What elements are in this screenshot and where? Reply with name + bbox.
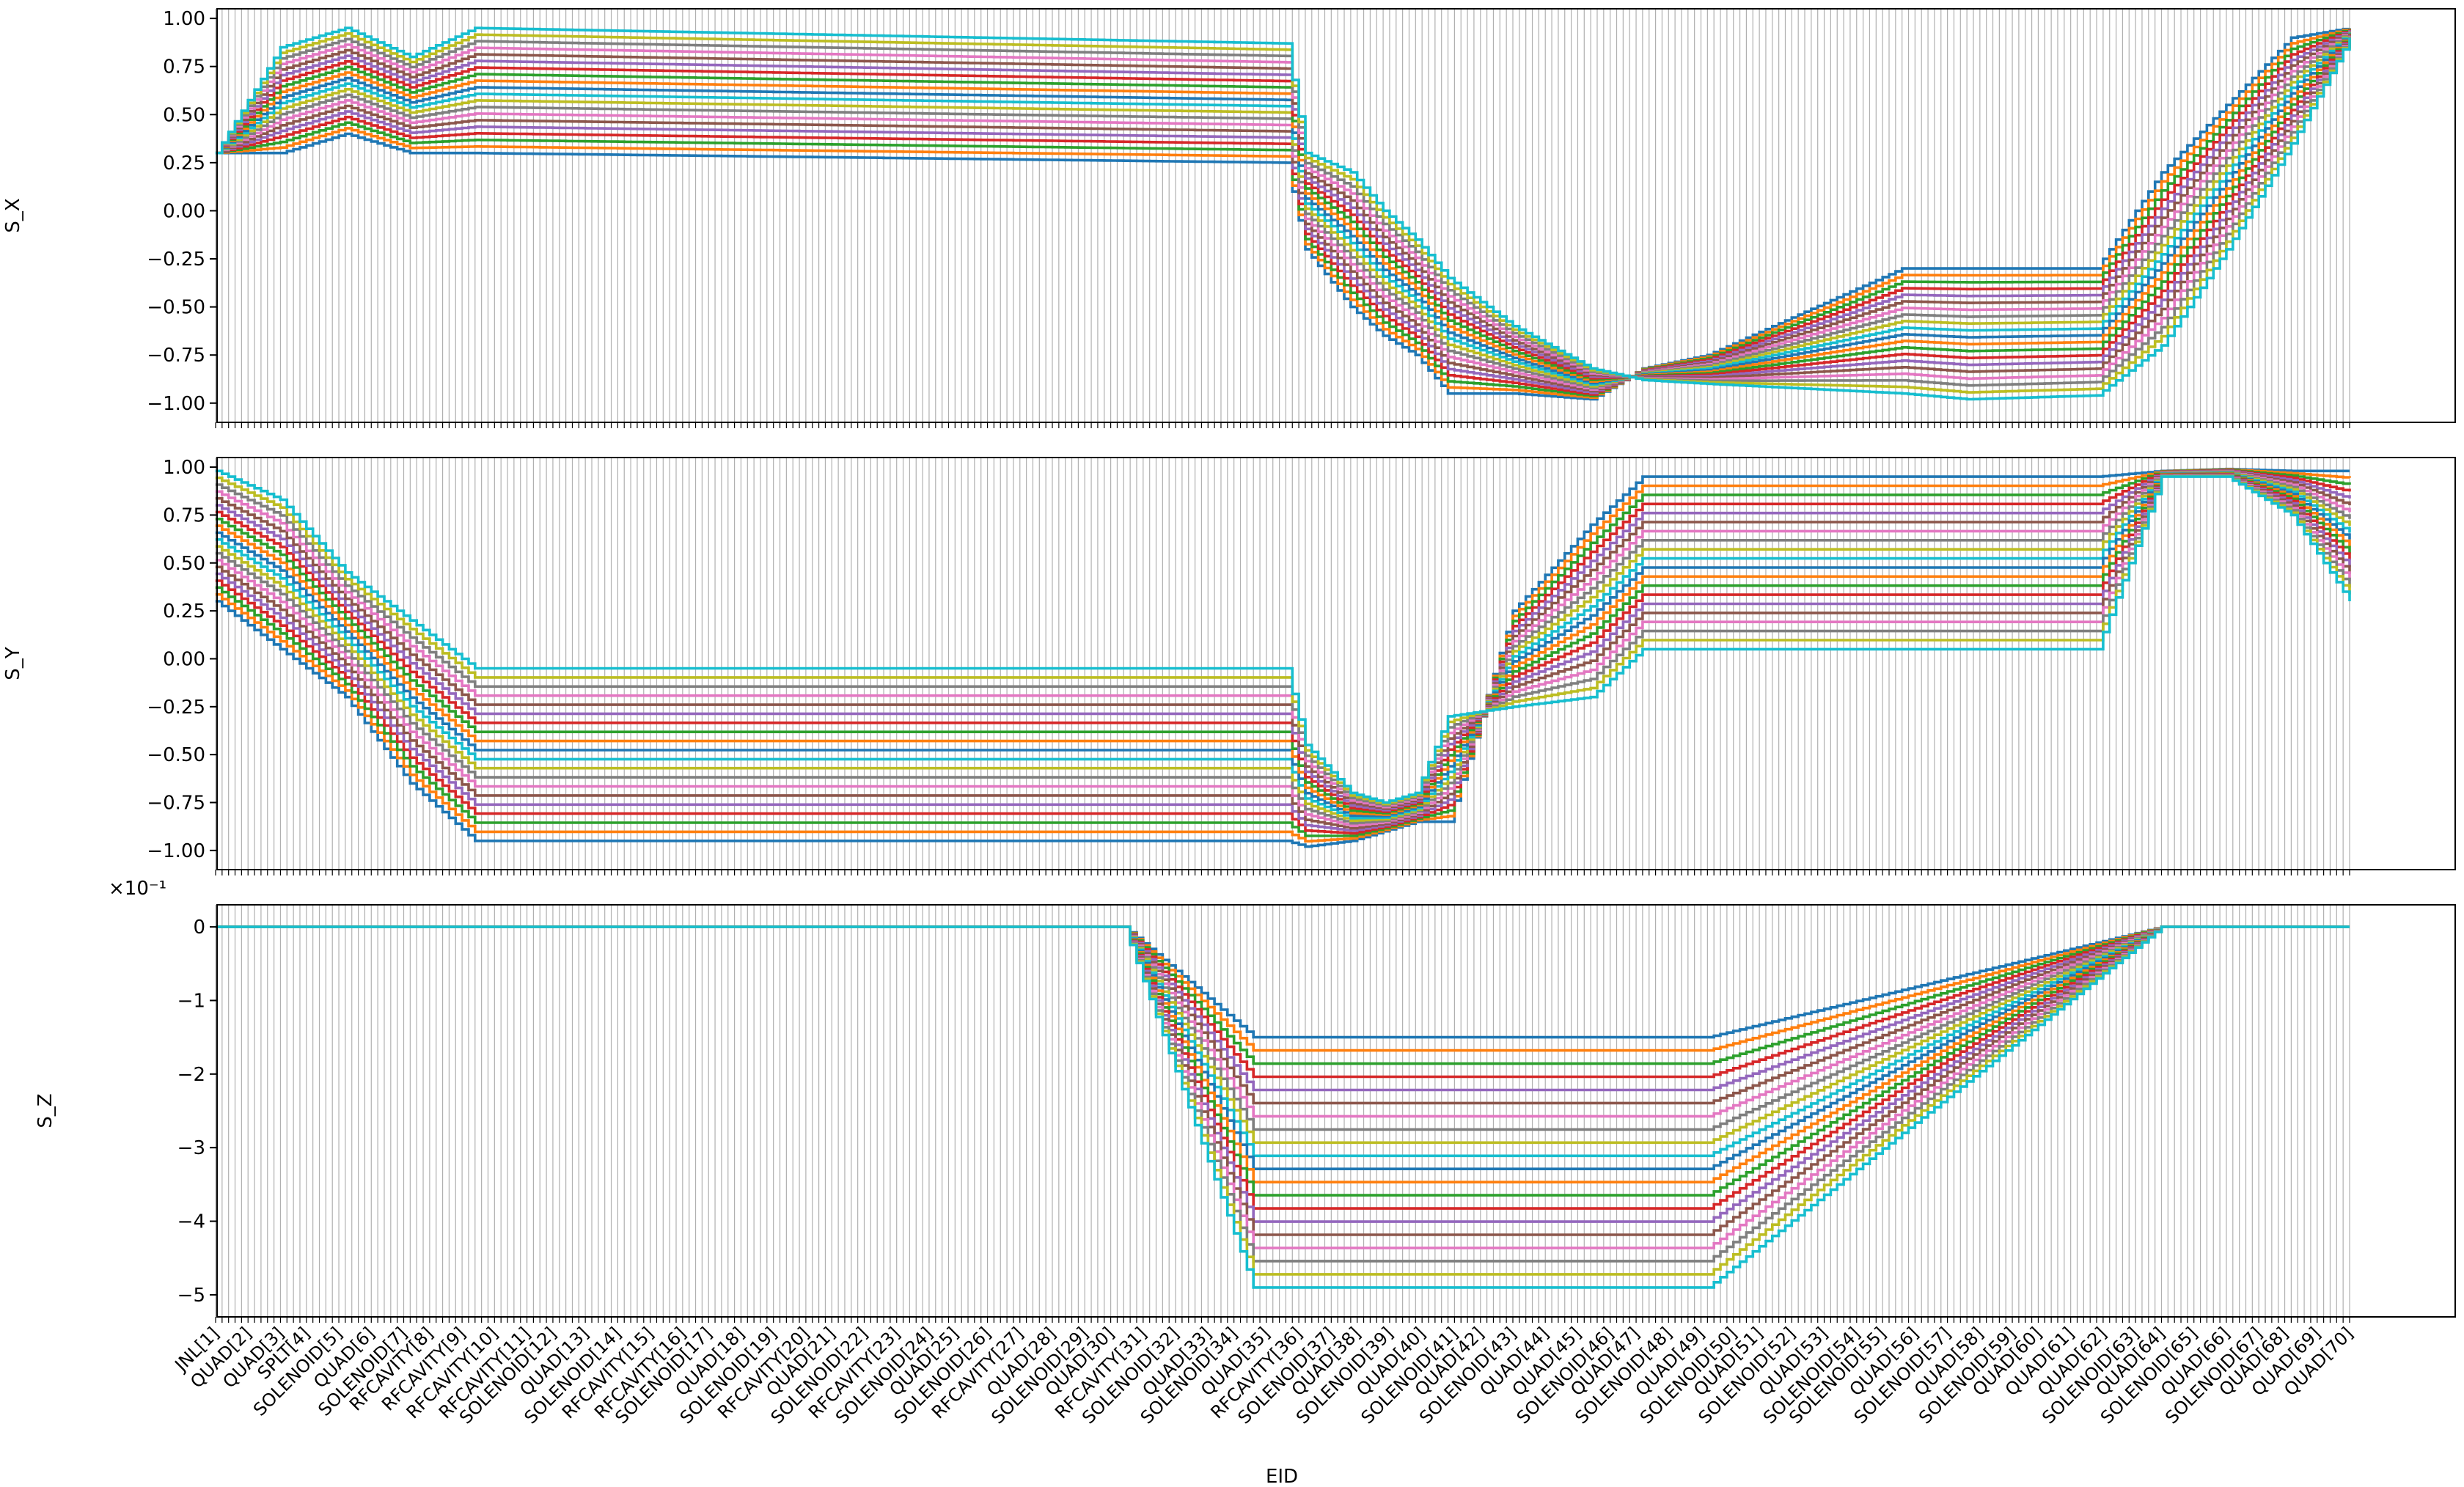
sz-panel: −5 −4 −3 −2 −1 0 S_Z ×10⁻¹ JNL[1]QUAD[2]QUAD[3]S… — [34, 878, 2456, 1428]
axes-frame — [216, 904, 2456, 1318]
x-ticks — [215, 1317, 2350, 1323]
series-group — [216, 925, 2350, 1289]
series-line — [216, 470, 2351, 827]
y-tick-label: 0.25 — [163, 601, 205, 623]
series-line — [216, 474, 2351, 809]
series-line — [216, 35, 2351, 380]
series-line — [216, 32, 2351, 388]
series-line — [216, 30, 2351, 394]
series-line — [216, 469, 2351, 837]
x-ticks — [215, 870, 2350, 875]
series-line — [216, 469, 2351, 835]
series-line — [216, 925, 2350, 1079]
series-line — [216, 31, 2351, 392]
series-line — [216, 29, 2351, 397]
series-line — [216, 34, 2351, 381]
y-axis-label: S_Z — [34, 1093, 56, 1128]
y-tick-label: 0 — [193, 917, 205, 939]
series-line — [216, 32, 2351, 389]
y-ticks: −1.00 −0.75 −0.50 −0.25 0.00 0.25 0.50 0.75 1.00 — [147, 8, 217, 415]
y-tick-label: −3 — [177, 1137, 205, 1159]
series-line — [216, 26, 2351, 401]
y-tick-label: 0.75 — [163, 56, 205, 78]
y-tick-label: −0.75 — [147, 345, 205, 367]
y-axis-label: S_X — [2, 198, 24, 232]
series-line — [216, 33, 2351, 385]
series-group — [216, 26, 2351, 401]
series-line — [216, 36, 2351, 381]
series-line — [216, 471, 2351, 818]
series-line — [216, 925, 2350, 1289]
series-line — [216, 27, 2351, 401]
y-ticks: −1.00 −0.75 −0.50 −0.25 0.00 0.25 0.50 0.75 1.00 — [147, 457, 217, 862]
series-line — [216, 34, 2351, 378]
axes-frame — [216, 457, 2456, 870]
y-tick-label: −0.50 — [147, 744, 205, 766]
series-line — [216, 925, 2350, 1118]
series-line — [216, 32, 2351, 386]
x-ticks — [215, 422, 2350, 428]
sy-panel: −1.00 −0.75 −0.50 −0.25 0.00 0.25 0.50 0.75 1.00… — [2, 457, 2456, 875]
y-tick-label: −0.75 — [147, 793, 205, 815]
y-tick-label: −4 — [177, 1211, 205, 1233]
y-tick-label: −0.25 — [147, 249, 205, 271]
series-group — [216, 467, 2351, 848]
series-line — [216, 473, 2351, 813]
series-line — [216, 471, 2351, 816]
y-tick-label: −0.25 — [147, 697, 205, 719]
y-axis-label: S_Y — [2, 647, 24, 680]
y-tick-label: 0.75 — [163, 504, 205, 526]
series-line — [216, 33, 2351, 383]
x-grid — [215, 458, 2350, 870]
series-line — [216, 34, 2351, 380]
series-line — [216, 472, 2351, 815]
series-line — [216, 469, 2351, 804]
y-tick-label: 0.25 — [163, 153, 205, 175]
series-line — [216, 469, 2351, 832]
x-tick-labels: JNL[1]QUAD[2]QUAD[3]SPLT[4]SOLENOID[5]QU… — [170, 1323, 2357, 1428]
y-tick-label: 1.00 — [163, 8, 205, 30]
series-line — [216, 474, 2351, 810]
series-line — [216, 28, 2351, 400]
sx-panel: −1.00 −0.75 −0.50 −0.25 0.00 0.25 0.50 0.75 1.00… — [2, 8, 2456, 428]
y-tick-label: −2 — [177, 1064, 205, 1086]
y-tick-label: 0.50 — [163, 553, 205, 575]
series-line — [216, 37, 2351, 387]
series-line — [216, 30, 2351, 393]
y-tick-label: −1 — [177, 990, 205, 1012]
scale-offset-label: ×10⁻¹ — [109, 878, 166, 900]
series-line — [216, 925, 2350, 1039]
series-line — [216, 471, 2351, 823]
y-tick-label: 1.00 — [163, 457, 205, 479]
series-line — [216, 470, 2351, 825]
y-tick-label: −5 — [177, 1285, 205, 1307]
series-line — [216, 32, 2351, 394]
series-line — [216, 468, 2351, 843]
y-tick-label: 0.50 — [163, 104, 205, 126]
y-tick-label: 0.00 — [163, 648, 205, 670]
y-tick-label: −0.50 — [147, 297, 205, 319]
axes-frame — [216, 8, 2456, 423]
x-axis-label: EID — [1266, 1466, 1298, 1487]
series-line — [216, 474, 2351, 806]
series-line — [216, 29, 2351, 396]
y-tick-label: 0.00 — [163, 200, 205, 222]
series-line — [216, 467, 2350, 848]
series-line — [216, 469, 2351, 830]
y-tick-label: −1.00 — [147, 840, 205, 862]
series-line — [216, 471, 2351, 820]
x-grid — [215, 9, 2350, 422]
y-ticks: −5 −4 −3 −2 −1 0 — [177, 917, 217, 1307]
y-tick-label: −1.00 — [147, 393, 205, 415]
